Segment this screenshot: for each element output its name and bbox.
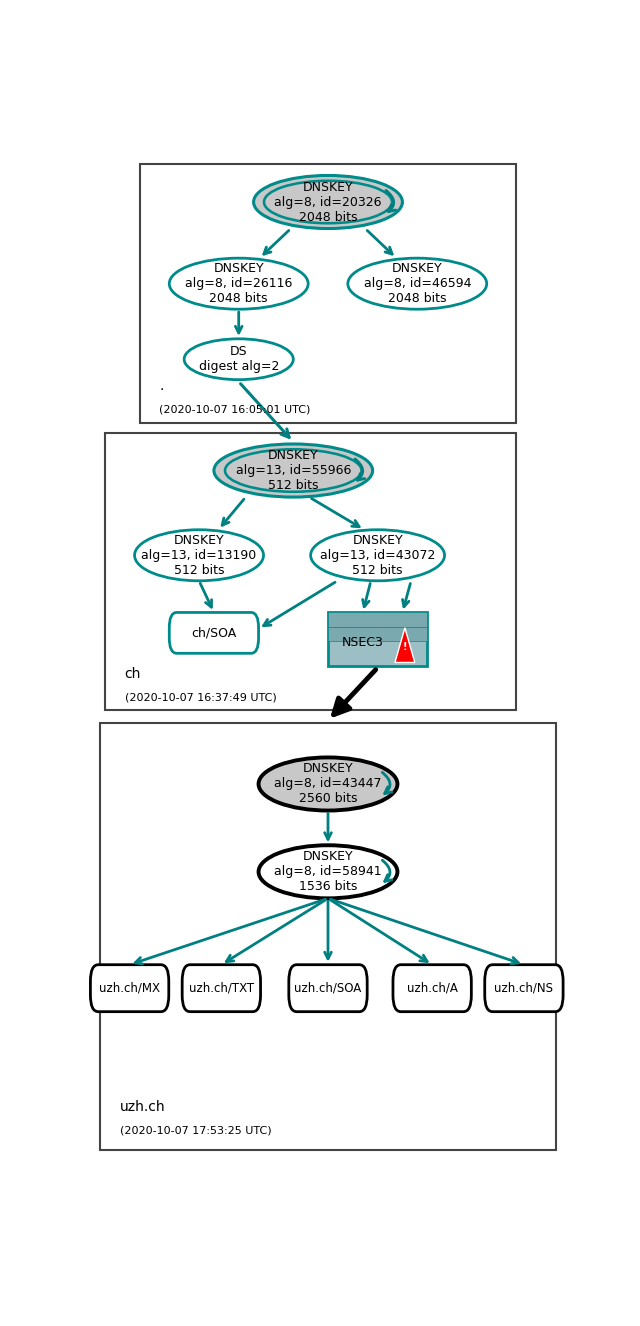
Text: DNSKEY
alg=8, id=58941
1536 bits: DNSKEY alg=8, id=58941 1536 bits (274, 850, 382, 894)
Text: uzh.ch/A: uzh.ch/A (407, 981, 458, 994)
Text: DNSKEY
alg=8, id=20326
2048 bits: DNSKEY alg=8, id=20326 2048 bits (275, 180, 381, 224)
Bar (140, 164, 516, 423)
FancyBboxPatch shape (182, 965, 260, 1012)
Bar (328, 613, 428, 666)
FancyBboxPatch shape (393, 965, 471, 1012)
Text: ch/SOA: ch/SOA (191, 626, 237, 639)
Ellipse shape (169, 259, 308, 309)
FancyArrowPatch shape (382, 772, 392, 793)
Ellipse shape (184, 339, 293, 379)
Ellipse shape (264, 180, 392, 223)
FancyBboxPatch shape (90, 965, 169, 1012)
Text: uzh.ch: uzh.ch (120, 1099, 165, 1114)
Bar (105, 432, 516, 711)
Text: !: ! (403, 642, 407, 652)
Text: (2020-10-07 16:05:01 UTC): (2020-10-07 16:05:01 UTC) (159, 404, 311, 414)
Text: DNSKEY
alg=13, id=13190
512 bits: DNSKEY alg=13, id=13190 512 bits (141, 534, 257, 577)
Text: ch: ch (125, 667, 141, 680)
Bar (100, 723, 556, 1150)
FancyArrowPatch shape (382, 861, 392, 882)
FancyBboxPatch shape (289, 965, 367, 1012)
Text: DNSKEY
alg=13, id=55966
512 bits: DNSKEY alg=13, id=55966 512 bits (236, 450, 351, 492)
Text: uzh.ch/SOA: uzh.ch/SOA (294, 981, 362, 994)
Ellipse shape (310, 530, 445, 581)
Text: DNSKEY
alg=13, id=43072
512 bits: DNSKEY alg=13, id=43072 512 bits (320, 534, 435, 577)
Text: DNSKEY
alg=8, id=43447
2560 bits: DNSKEY alg=8, id=43447 2560 bits (275, 762, 381, 805)
Text: uzh.ch/NS: uzh.ch/NS (495, 981, 554, 994)
Text: (2020-10-07 16:37:49 UTC): (2020-10-07 16:37:49 UTC) (125, 692, 276, 703)
Ellipse shape (259, 845, 397, 898)
FancyBboxPatch shape (170, 613, 259, 654)
Text: DNSKEY
alg=8, id=46594
2048 bits: DNSKEY alg=8, id=46594 2048 bits (364, 263, 471, 305)
Ellipse shape (253, 175, 403, 228)
Text: uzh.ch/TXT: uzh.ch/TXT (189, 981, 254, 994)
Ellipse shape (259, 757, 397, 810)
FancyArrowPatch shape (386, 191, 396, 212)
Ellipse shape (214, 444, 372, 497)
Bar (328, 613, 428, 627)
Ellipse shape (348, 259, 487, 309)
Text: (2020-10-07 17:53:25 UTC): (2020-10-07 17:53:25 UTC) (120, 1126, 271, 1135)
FancyArrowPatch shape (355, 459, 365, 480)
Ellipse shape (225, 450, 362, 492)
Text: uzh.ch/MX: uzh.ch/MX (99, 981, 160, 994)
Text: .: . (159, 379, 164, 392)
Polygon shape (395, 627, 415, 663)
Ellipse shape (134, 530, 264, 581)
Bar (328, 627, 428, 642)
Text: DS
digest alg=2: DS digest alg=2 (198, 345, 279, 373)
FancyBboxPatch shape (484, 965, 563, 1012)
Text: DNSKEY
alg=8, id=26116
2048 bits: DNSKEY alg=8, id=26116 2048 bits (185, 263, 292, 305)
Text: NSEC3: NSEC3 (342, 635, 383, 648)
